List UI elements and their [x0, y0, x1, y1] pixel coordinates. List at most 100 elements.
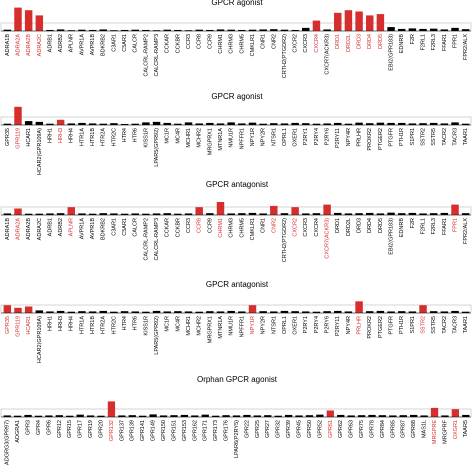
x-tick-label: GPR62: [338, 420, 344, 438]
x-tick-label: GPR151: [171, 420, 177, 441]
x-tick-label: ADRA2B: [26, 34, 32, 56]
bar: [67, 30, 76, 31]
bar: [376, 122, 385, 125]
x-tick-label: DRD4: [367, 34, 373, 49]
bar: [195, 123, 203, 125]
x-tick-label: OXER1: [293, 128, 299, 147]
bar: [14, 208, 22, 215]
bar: [451, 310, 459, 313]
x-tick-label: BDKRB2: [101, 218, 107, 240]
bar: [24, 306, 33, 313]
bar: [243, 414, 251, 417]
x-tick-label: CNR1: [261, 218, 267, 233]
x-tick-label: CCR3: [186, 218, 192, 233]
x-tick-label: GPR85: [390, 420, 396, 438]
bar: [110, 213, 118, 215]
bar: [232, 415, 241, 417]
bar: [419, 28, 427, 31]
x-tick-label: AVPR1A: [79, 34, 85, 56]
x-tick-label: HTR2A: [101, 128, 107, 146]
x-tick-label: C5AR1: [122, 218, 128, 236]
x-tick-label: ADGRA1: [15, 420, 21, 443]
x-tick-label: AVPR1B: [90, 218, 96, 240]
bar: [14, 307, 22, 313]
x-tick-label: HTR2C: [111, 316, 117, 334]
x-tick-label: NPY1R: [250, 316, 256, 334]
bar: [139, 415, 147, 417]
x-tick-label: HRH3: [58, 128, 64, 143]
bar: [366, 311, 374, 313]
bar: [110, 123, 118, 125]
x-tick-label: HCAR2(GPR109A): [37, 128, 43, 175]
x-tick-label: ADRA2C: [37, 34, 43, 56]
x-tick-label: MRGPRE: [432, 420, 438, 444]
bar: [99, 213, 107, 215]
bar: [46, 213, 54, 215]
x-tick-label: CRTH2(PTGDR2): [282, 34, 288, 78]
x-tick-label: CXCR4: [314, 34, 320, 53]
bar: [270, 123, 278, 125]
x-tick-label: NMU1R: [229, 128, 235, 148]
x-tick-label: CNR1: [261, 34, 267, 49]
bar: [270, 311, 278, 313]
x-tick-label: ADRA1B: [5, 218, 11, 240]
bar: [397, 122, 406, 125]
bar: [280, 29, 289, 31]
bar: [163, 213, 171, 215]
bar: [67, 311, 76, 313]
bar: [120, 311, 129, 313]
bar: [222, 415, 230, 417]
x-tick-label: GPR32: [276, 420, 282, 438]
x-tick-label: MTNR1A: [218, 316, 224, 339]
chart-title: GPCR agonist: [211, 92, 263, 101]
bar: [264, 415, 272, 417]
bar: [376, 310, 385, 313]
x-tick-label: PTGFR: [389, 316, 395, 335]
bar: [163, 122, 171, 125]
x-tick-label: DRD5: [378, 34, 384, 49]
x-tick-label: CALCRL-RAMP2: [143, 34, 149, 76]
bar: [312, 20, 321, 31]
x-tick-label: GPR22: [244, 420, 250, 438]
bar: [408, 28, 417, 31]
x-tick-label: PTGFR: [389, 128, 395, 147]
x-tick-label: CCR9: [207, 218, 213, 233]
x-tick-label: MCHR1: [186, 128, 192, 148]
x-tick-label: GPR132: [109, 420, 115, 441]
bar: [323, 204, 331, 215]
x-tick-label: GPR20: [98, 420, 104, 438]
bar: [152, 30, 161, 31]
bar: [419, 123, 427, 125]
x-tick-label: GPR87: [401, 420, 407, 438]
bar: [334, 310, 342, 313]
x-tick-label: C3AR1: [111, 218, 117, 236]
x-tick-label: C5AR1: [122, 34, 128, 52]
x-tick-label: P2RY6: [325, 128, 331, 145]
x-tick-label: HTR4: [122, 128, 128, 142]
bar: [451, 204, 459, 215]
x-tick-label: AVPR1A: [79, 218, 85, 240]
bar: [312, 213, 321, 215]
bar: [88, 311, 97, 313]
bar: [107, 401, 116, 417]
bar: [312, 123, 321, 125]
x-tick-label: CHRM1: [218, 34, 224, 54]
bar: [397, 213, 406, 215]
x-tick-label: CCKBR: [175, 218, 181, 237]
x-tick-label: GPR137: [119, 420, 125, 441]
bar: [120, 123, 129, 125]
x-tick-label: CMKLR1: [250, 34, 256, 56]
bar: [216, 123, 225, 125]
bar: [149, 414, 157, 417]
x-tick-label: CCR8: [197, 218, 203, 233]
bar: [259, 213, 267, 215]
x-tick-label: GPR61: [328, 420, 334, 438]
x-tick-label: PRLHR: [357, 316, 363, 335]
x-tick-label: MC1R: [165, 316, 171, 332]
x-tick-label: HTR2A: [101, 316, 107, 334]
x-tick-label: TACR2: [442, 128, 448, 146]
x-tick-label: CCKBR: [175, 34, 181, 53]
bar: [174, 311, 182, 313]
x-tick-label: GPR84: [380, 420, 386, 438]
bar: [419, 305, 427, 313]
